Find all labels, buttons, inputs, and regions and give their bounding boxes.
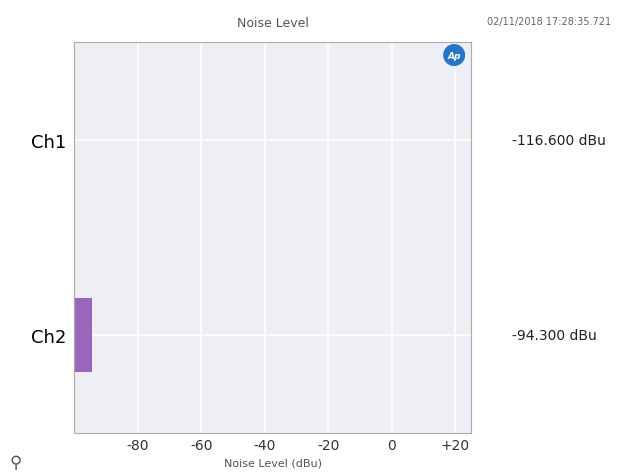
Text: ⚲: ⚲ [9,453,22,471]
X-axis label: Noise Level (dBu): Noise Level (dBu) [224,457,322,467]
Text: 02/11/2018 17:28:35.721: 02/11/2018 17:28:35.721 [487,17,611,27]
Circle shape [444,46,464,66]
Text: Noise Level: Noise Level [237,17,309,30]
Text: -116.600 dBu: -116.600 dBu [512,133,605,148]
Text: -94.300 dBu: -94.300 dBu [512,328,596,343]
Bar [22,103,74,178]
Text: Ap: Ap [448,52,461,61]
Bar [74,298,92,373]
